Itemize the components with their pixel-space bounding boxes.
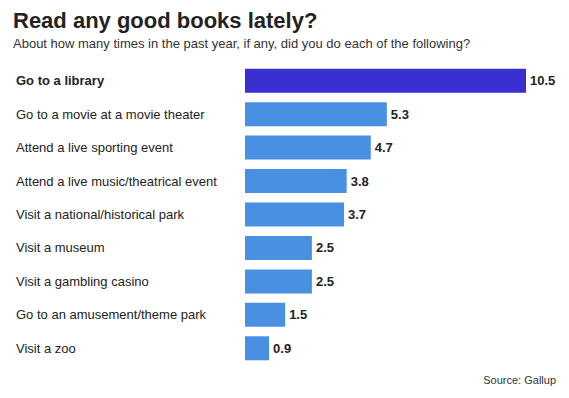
svg-text:Go to a library: Go to a library bbox=[16, 73, 105, 88]
svg-text:2.5: 2.5 bbox=[316, 274, 334, 289]
svg-text:Read any good books lately?: Read any good books lately? bbox=[13, 8, 317, 33]
svg-text:Visit a national/historical pa: Visit a national/historical park bbox=[16, 207, 185, 222]
svg-text:Attend a live music/theatrical: Attend a live music/theatrical event bbox=[16, 174, 217, 189]
svg-text:About how many times in the pa: About how many times in the past year, i… bbox=[13, 36, 470, 51]
svg-text:1.5: 1.5 bbox=[289, 307, 307, 322]
svg-text:Go to a movie at a movie theat: Go to a movie at a movie theater bbox=[16, 107, 205, 122]
svg-text:10.5: 10.5 bbox=[530, 73, 555, 88]
svg-text:4.7: 4.7 bbox=[375, 140, 393, 155]
svg-text:Visit a museum: Visit a museum bbox=[16, 240, 105, 255]
svg-text:Visit a zoo: Visit a zoo bbox=[16, 341, 76, 356]
svg-text:3.8: 3.8 bbox=[351, 174, 369, 189]
svg-text:Visit a gambling casino: Visit a gambling casino bbox=[16, 274, 149, 289]
svg-text:2.5: 2.5 bbox=[316, 240, 334, 255]
svg-text:Source: Gallup: Source: Gallup bbox=[483, 374, 556, 386]
svg-text:3.7: 3.7 bbox=[348, 207, 366, 222]
svg-text:5.3: 5.3 bbox=[391, 107, 409, 122]
svg-text:Attend a live sporting event: Attend a live sporting event bbox=[16, 140, 173, 155]
svg-text:0.9: 0.9 bbox=[273, 341, 291, 356]
svg-text:Go to an amusement/theme park: Go to an amusement/theme park bbox=[16, 307, 207, 322]
